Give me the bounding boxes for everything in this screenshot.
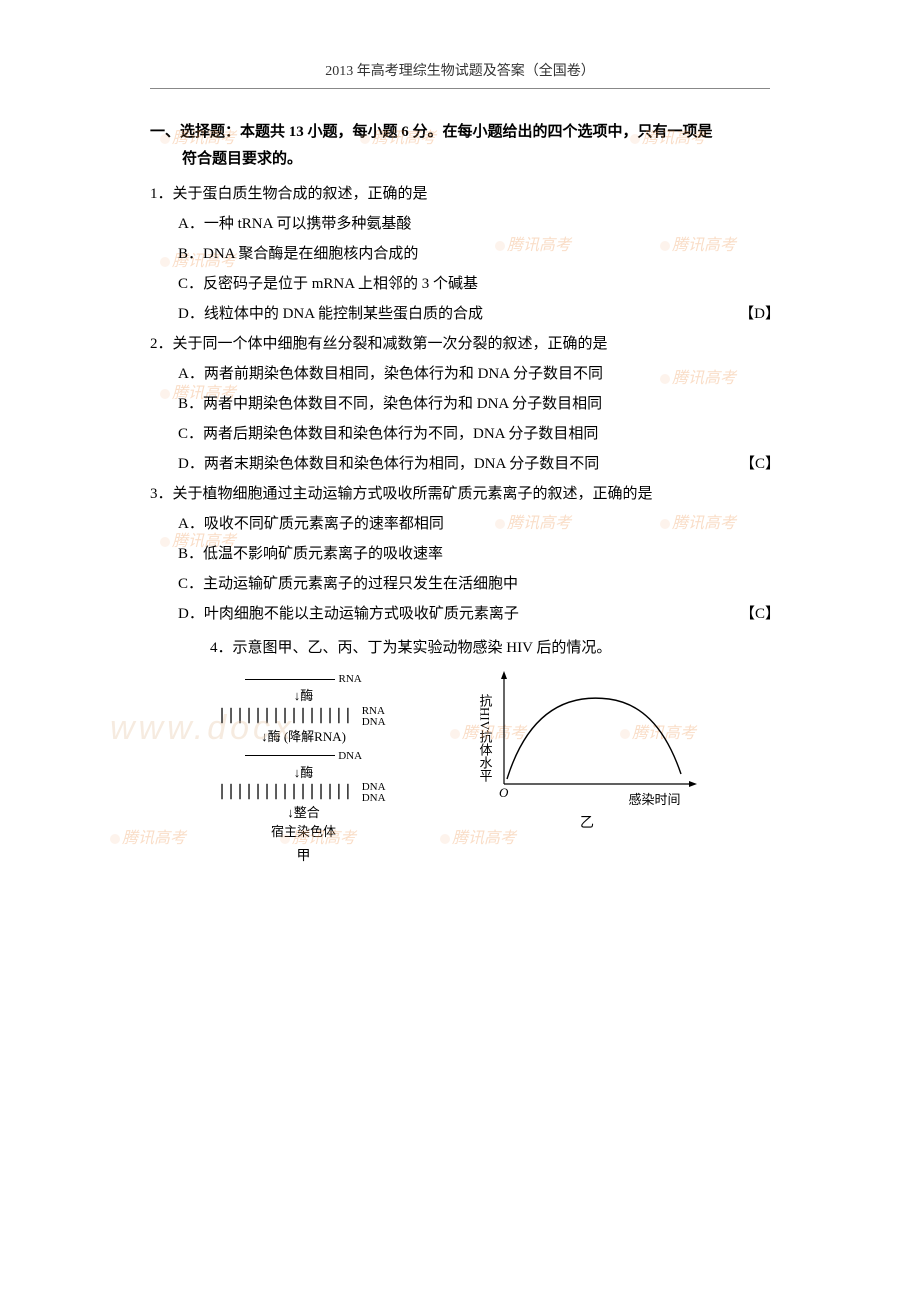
- fig-jia-dsdna: ▏▏▏▏▏▏▏▏▏▏▏▏▏▏▏: [221, 783, 356, 801]
- q2-option-a: A．两者前期染色体数目相同，染色体行为和 DNA 分子数目不同: [178, 359, 770, 389]
- fig-jia-step1: ↓酶: [294, 687, 314, 705]
- q3-stem: 3．关于植物细胞通过主动运输方式吸收所需矿质元素离子的叙述，正确的是: [150, 479, 770, 509]
- q1-d-text: D．线粒体中的 DNA 能控制某些蛋白质的合成: [178, 306, 483, 322]
- fig-jia-step4: ↓整合: [287, 804, 320, 822]
- section-line2: 符合题目要求的。: [150, 146, 770, 173]
- q3-option-a: A．吸收不同矿质元素离子的速率都相同: [178, 509, 770, 539]
- fig-yi-chart: O: [499, 669, 699, 799]
- figure-jia: RNA ↓酶 ▏▏▏▏▏▏▏▏▏▏▏▏▏▏▏ RNADNA ↓酶 (降解RNA)…: [221, 669, 385, 865]
- fig-jia-ds-bot: DNA: [362, 792, 386, 804]
- question-3: 3．关于植物细胞通过主动运输方式吸收所需矿质元素离子的叙述，正确的是 A．吸收不…: [150, 479, 770, 629]
- q2-option-d: D．两者末期染色体数目和染色体行为相同，DNA 分子数目不同 【C】: [178, 449, 770, 479]
- fig-yi-ylabel: 抗HIV抗体水平: [476, 694, 495, 782]
- fig-jia-host: 宿主染色体: [271, 823, 336, 841]
- q2-option-c: C．两者后期染色体数目和染色体行为不同，DNA 分子数目相同: [178, 419, 770, 449]
- q1-option-a: A．一种 tRNA 可以携带多种氨基酸: [178, 209, 770, 239]
- question-2: 2．关于同一个体中细胞有丝分裂和减数第一次分裂的叙述，正确的是 A．两者前期染色…: [150, 329, 770, 479]
- fig-jia-dna-label: DNA: [338, 750, 362, 762]
- q3-d-text: D．叶肉细胞不能以主动运输方式吸收矿质元素离子: [178, 606, 519, 622]
- y-axis-arrow-icon: [501, 671, 507, 679]
- page-header: 2013 年高考理综生物试题及答案（全国卷）: [150, 60, 770, 80]
- fig-jia-hybrid-bot: DNA: [362, 716, 386, 728]
- q3-option-b: B．低温不影响矿质元素离子的吸收速率: [178, 539, 770, 569]
- question-4-stem: 4．示意图甲、乙、丙、丁为某实验动物感染 HIV 后的情况。: [150, 633, 770, 663]
- fig-jia-step3: ↓酶: [294, 764, 314, 782]
- q1-option-b: B．DNA 聚合酶是在细胞核内合成的: [178, 239, 770, 269]
- section-heading: 一、选择题：本题共 13 小题，每小题 6 分。在每小题给出的四个选项中，只有一…: [150, 119, 770, 173]
- q1-stem: 1．关于蛋白质生物合成的叙述，正确的是: [150, 179, 770, 209]
- q3-option-c: C．主动运输矿质元素离子的过程只发生在活细胞中: [178, 569, 770, 599]
- header-rule: [150, 88, 770, 89]
- q2-answer: 【C】: [740, 449, 780, 479]
- q1-option-d: D．线粒体中的 DNA 能控制某些蛋白质的合成 【D】: [178, 299, 770, 329]
- fig-jia-step2: ↓酶 (降解RNA): [261, 728, 346, 746]
- section-line1: 一、选择题：本题共 13 小题，每小题 6 分。在每小题给出的四个选项中，只有一…: [150, 124, 713, 140]
- q2-d-text: D．两者末期染色体数目和染色体行为相同，DNA 分子数目不同: [178, 456, 599, 472]
- q2-option-b: B．两者中期染色体数目不同，染色体行为和 DNA 分子数目相同: [178, 389, 770, 419]
- fig-jia-hybrid: ▏▏▏▏▏▏▏▏▏▏▏▏▏▏▏: [221, 707, 356, 725]
- q2-stem: 2．关于同一个体中细胞有丝分裂和减数第一次分裂的叙述，正确的是: [150, 329, 770, 359]
- figure-yi: 抗HIV抗体水平 O 感染时间 乙: [476, 669, 699, 865]
- x-axis-arrow-icon: [689, 781, 697, 787]
- origin-label: O: [499, 785, 509, 799]
- fig-jia-caption: 甲: [221, 845, 385, 865]
- q3-answer: 【C】: [740, 599, 780, 629]
- q1-option-c: C．反密码子是位于 mRNA 上相邻的 3 个碱基: [178, 269, 770, 299]
- q3-option-d: D．叶肉细胞不能以主动运输方式吸收矿质元素离子 【C】: [178, 599, 770, 629]
- q1-answer: 【D】: [739, 299, 780, 329]
- fig-yi-caption: 乙: [476, 812, 699, 832]
- fig-jia-rna-label: RNA: [339, 673, 362, 685]
- question-1: 1．关于蛋白质生物合成的叙述，正确的是 A．一种 tRNA 可以携带多种氨基酸 …: [150, 179, 770, 329]
- curve: [507, 698, 681, 779]
- watermark: 腾讯高考: [110, 824, 186, 848]
